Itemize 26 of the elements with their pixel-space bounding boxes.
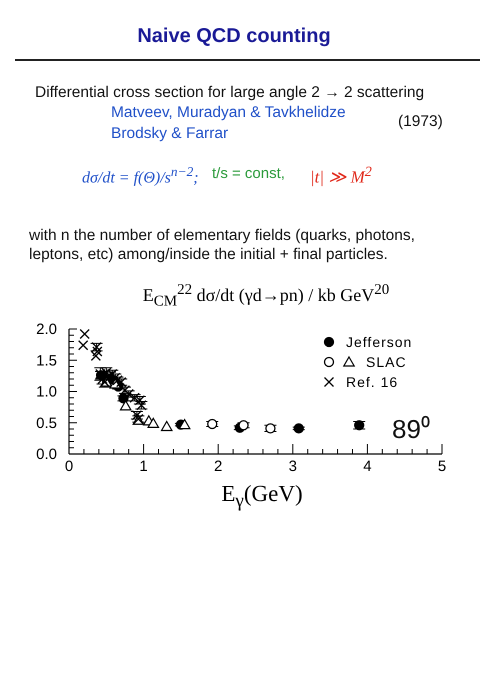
x-axis-title: E$_{γ}$(GeV) xyxy=(221,481,303,513)
y-tick-label: 0.5 xyxy=(36,414,57,432)
x-tick-label: 2 xyxy=(214,458,222,475)
text: (1973) xyxy=(398,112,443,132)
x-tick-label: 5 xyxy=(438,458,446,475)
x-tick-label: 4 xyxy=(363,458,372,475)
legend-label: Jefferson xyxy=(346,334,412,350)
legend-label: SLAC xyxy=(366,354,407,370)
x-tick-label: 0 xyxy=(64,458,74,475)
annotation: 89⁰ xyxy=(392,413,430,446)
legend-label: Ref. 16 xyxy=(346,374,398,390)
y-tick-label: 1.5 xyxy=(36,352,57,370)
y-tick-label: 0.0 xyxy=(36,446,57,463)
y-tick-label: 1.0 xyxy=(36,384,57,400)
text: Brodsky & Farrar xyxy=(111,124,228,144)
text: Matveev, Muradyan & Tavkhelidze xyxy=(111,103,346,122)
y-tick-label: 2.0 xyxy=(36,321,57,338)
chart-title: Naive QCD counting xyxy=(137,25,331,48)
text: with n the number of elementary fields (quarks, photons, leptons, etc) among/inside the initial + final particles. xyxy=(29,226,416,265)
text: t/s = const, xyxy=(212,165,285,184)
text: Differential cross section for large angle 2 → 2 scattering xyxy=(35,83,424,102)
x-tick-label: 3 xyxy=(288,458,297,475)
text: |t| ≫ M$^{2}$ xyxy=(310,164,372,188)
text: dσ/dt = f(Θ)/s$^{n−2}$; xyxy=(82,164,199,188)
y-axis-title: E$_{CM}$$^{22}$ dσ/dt (γd→pn) / kb GeV$^{20}$ xyxy=(142,282,390,311)
x-tick-label: 1 xyxy=(139,458,148,475)
